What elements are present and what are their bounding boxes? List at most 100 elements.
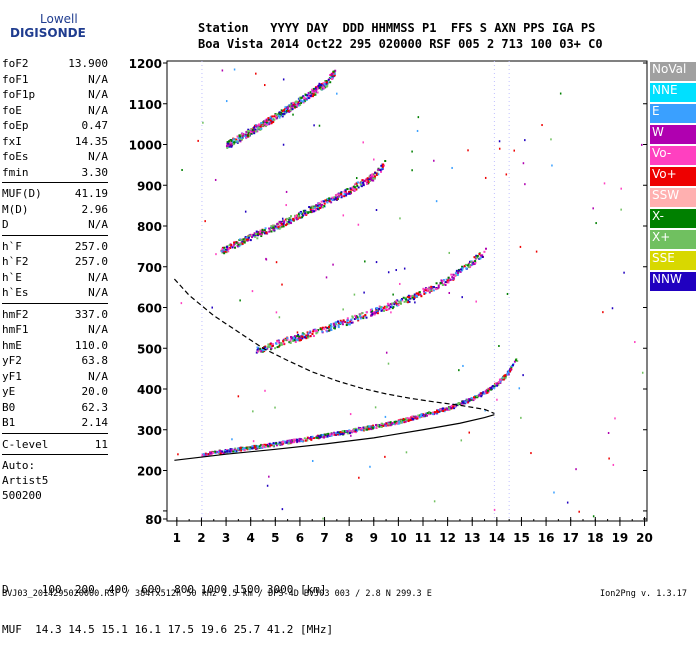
echo-point bbox=[292, 106, 295, 109]
echo-point bbox=[303, 98, 306, 101]
y-tick-label: 200 bbox=[137, 465, 162, 479]
noise-point bbox=[614, 417, 616, 420]
echo-point bbox=[374, 312, 377, 315]
echo-point bbox=[479, 257, 482, 260]
echo-point bbox=[380, 164, 383, 167]
echo-point bbox=[336, 433, 339, 436]
echo-point bbox=[327, 81, 330, 84]
echo-point bbox=[473, 396, 476, 399]
echo-point bbox=[378, 307, 381, 310]
echo-point bbox=[264, 445, 267, 448]
echo-point bbox=[329, 81, 332, 84]
echo-point bbox=[274, 114, 277, 117]
echo-point bbox=[247, 446, 250, 449]
noise-point bbox=[390, 311, 392, 314]
echo-point bbox=[417, 293, 420, 296]
echo-point bbox=[265, 119, 268, 122]
echo-point bbox=[291, 338, 294, 341]
echo-point bbox=[365, 426, 368, 429]
y-tick-label: 700 bbox=[137, 261, 162, 275]
param-value: 2.14 bbox=[81, 416, 109, 429]
echo-point bbox=[298, 102, 301, 105]
echo-point bbox=[309, 331, 312, 334]
echo-point bbox=[334, 432, 337, 435]
echo-point bbox=[291, 108, 294, 111]
noise-point bbox=[399, 217, 401, 220]
echo-point bbox=[253, 126, 256, 129]
echo-point bbox=[206, 454, 209, 457]
echo-point bbox=[450, 273, 453, 276]
echo-point bbox=[425, 412, 428, 415]
echo-point bbox=[293, 214, 296, 217]
echo-point bbox=[486, 391, 489, 394]
echo-point bbox=[268, 227, 271, 230]
echo-point bbox=[265, 231, 268, 234]
echo-point bbox=[294, 337, 297, 340]
echo-point bbox=[295, 215, 298, 218]
echo-point bbox=[250, 128, 253, 131]
echo-point bbox=[409, 294, 412, 297]
param-row: yF2 63.8 bbox=[2, 353, 108, 369]
echo-point bbox=[300, 440, 303, 443]
echo-point bbox=[445, 278, 448, 281]
echo-point bbox=[418, 416, 421, 419]
echo-point bbox=[288, 222, 291, 225]
echo-point bbox=[233, 241, 236, 244]
echo-point bbox=[343, 195, 346, 198]
echo-point bbox=[363, 428, 366, 431]
echo-point bbox=[405, 296, 408, 299]
echo-point bbox=[401, 421, 404, 424]
param-value: N/A bbox=[88, 103, 108, 117]
echo-point bbox=[258, 445, 261, 448]
echo-point bbox=[346, 317, 349, 320]
echo-point bbox=[472, 397, 475, 400]
echo-point bbox=[290, 336, 293, 339]
echo-point bbox=[302, 209, 305, 212]
param-label: foE bbox=[2, 103, 22, 117]
echo-point bbox=[264, 227, 267, 230]
param-row: h`F2 257.0 bbox=[2, 254, 108, 270]
noise-point bbox=[522, 162, 525, 165]
echo-point bbox=[471, 260, 474, 263]
echo-point bbox=[271, 343, 274, 346]
echo-point bbox=[420, 295, 423, 298]
echo-point bbox=[261, 444, 264, 447]
noise-point bbox=[524, 139, 526, 142]
echo-point bbox=[223, 248, 226, 251]
echo-point bbox=[311, 91, 314, 94]
echo-point bbox=[305, 97, 308, 100]
echo-point bbox=[270, 225, 273, 228]
echo-point bbox=[403, 421, 406, 424]
echo-point bbox=[362, 184, 365, 187]
echo-point bbox=[399, 302, 402, 305]
noise-point bbox=[551, 164, 553, 167]
echo-point bbox=[405, 418, 408, 421]
noise-point bbox=[285, 204, 287, 207]
echo-point bbox=[306, 94, 309, 97]
echo-point bbox=[243, 241, 246, 244]
echo-point bbox=[476, 395, 479, 398]
echo-point bbox=[381, 165, 384, 168]
echo-point bbox=[313, 91, 316, 94]
echo-point bbox=[343, 192, 346, 195]
noise-point bbox=[411, 169, 413, 172]
echo-point bbox=[267, 445, 270, 448]
echo-point bbox=[413, 293, 416, 296]
echo-point bbox=[230, 145, 233, 148]
param-label: yF1 bbox=[2, 369, 22, 383]
echo-point bbox=[295, 100, 298, 103]
echo-point bbox=[278, 220, 281, 223]
version-label: Ion2Png v. 1.3.17 bbox=[600, 589, 687, 599]
echo-point bbox=[497, 381, 500, 384]
echo-point bbox=[237, 137, 240, 140]
echo-point bbox=[372, 175, 375, 178]
param-row: foE N/A bbox=[2, 103, 108, 119]
echo-point bbox=[247, 236, 250, 239]
echo-point bbox=[496, 384, 499, 387]
noise-point bbox=[296, 331, 299, 334]
echo-point bbox=[468, 399, 471, 402]
echo-point bbox=[374, 424, 377, 427]
echo-point bbox=[266, 347, 269, 350]
echo-point bbox=[431, 413, 434, 416]
echo-point bbox=[229, 140, 232, 143]
